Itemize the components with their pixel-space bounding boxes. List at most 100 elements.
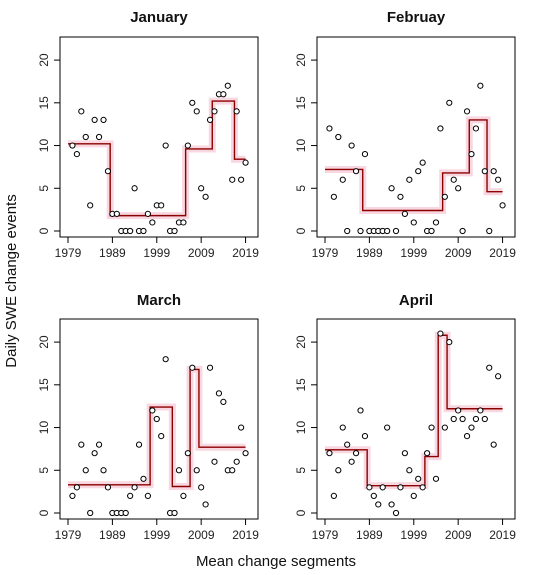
x-tick-label: 2019 xyxy=(232,246,259,260)
data-point xyxy=(437,330,444,337)
data-point xyxy=(490,441,497,448)
data-point xyxy=(392,509,400,517)
data-point xyxy=(357,407,364,414)
data-point xyxy=(468,424,475,431)
data-point xyxy=(220,91,227,98)
data-point xyxy=(423,450,431,457)
y-tick-label: 20 xyxy=(37,335,51,349)
data-point xyxy=(361,432,369,440)
data-point xyxy=(162,356,169,363)
data-point xyxy=(495,373,502,380)
data-point xyxy=(459,227,466,235)
data-point xyxy=(193,467,200,474)
data-point xyxy=(202,193,209,200)
x-tick-label: 2009 xyxy=(445,246,472,260)
data-point xyxy=(388,185,395,192)
data-point xyxy=(481,168,488,175)
y-tick-label: 0 xyxy=(37,227,51,234)
x-tick-label: 1999 xyxy=(143,528,170,542)
panel-april: April 0 5 10 15 20 1979 1989 1999 2009 2019 xyxy=(294,292,516,542)
plot-frame xyxy=(316,36,516,238)
data-point xyxy=(206,116,214,124)
x-tick-label: 2019 xyxy=(232,528,259,542)
data-point xyxy=(455,185,462,192)
data-point xyxy=(73,150,80,158)
data-point xyxy=(401,210,409,218)
data-point xyxy=(432,475,440,482)
data-point xyxy=(481,415,488,423)
data-point xyxy=(357,227,364,235)
data-point xyxy=(330,492,337,500)
data-point xyxy=(95,133,103,141)
segment-band xyxy=(325,116,503,214)
x-tick-label: 2009 xyxy=(188,246,215,260)
data-point xyxy=(384,424,391,431)
data-point xyxy=(206,364,214,371)
y-tick-label: 15 xyxy=(294,96,308,110)
data-point xyxy=(238,424,245,431)
data-point xyxy=(401,450,409,457)
data-point xyxy=(406,467,413,474)
segment-line xyxy=(68,100,246,217)
data-point xyxy=(149,407,156,414)
data-point xyxy=(446,338,453,346)
data-point xyxy=(352,450,360,457)
x-tick-label: 1989 xyxy=(99,528,126,542)
data-point xyxy=(330,193,337,200)
data-point xyxy=(344,227,351,235)
data-point xyxy=(450,176,457,183)
data-point xyxy=(91,450,98,457)
data-point xyxy=(184,142,191,149)
plot-frame xyxy=(59,36,259,238)
data-point xyxy=(335,467,342,474)
data-point xyxy=(370,492,377,500)
data-point xyxy=(419,159,426,166)
data-point xyxy=(472,125,480,132)
data-point xyxy=(446,99,453,106)
panel-title: April xyxy=(399,292,433,309)
data-point xyxy=(477,82,484,89)
x-tick-label: 2019 xyxy=(489,246,516,260)
data-point xyxy=(428,227,435,235)
data-point xyxy=(73,484,80,491)
y-tick-label: 5 xyxy=(294,467,308,474)
data-point xyxy=(82,133,89,141)
panel-title: Februay xyxy=(387,9,446,26)
plot-frame xyxy=(59,318,259,520)
y-tick-label: 10 xyxy=(37,139,51,153)
data-point xyxy=(472,415,480,423)
data-point xyxy=(140,475,147,482)
y-tick-label: 5 xyxy=(37,185,51,192)
data-point xyxy=(158,432,165,440)
data-point xyxy=(229,467,236,474)
data-point xyxy=(437,125,444,132)
data-point xyxy=(428,424,435,431)
data-point xyxy=(180,219,187,226)
data-point xyxy=(113,210,120,218)
x-tick-label: 1979 xyxy=(55,246,82,260)
data-point xyxy=(348,142,355,149)
data-point xyxy=(339,176,346,183)
y-tick-label: 20 xyxy=(294,335,308,349)
data-point xyxy=(87,509,94,517)
data-point xyxy=(419,484,426,491)
data-point xyxy=(144,492,152,500)
data-point xyxy=(450,415,457,423)
data-point xyxy=(477,407,484,414)
data-point xyxy=(339,424,346,431)
data-point xyxy=(215,390,223,397)
data-point xyxy=(202,501,209,508)
data-point xyxy=(495,176,502,183)
segment-line xyxy=(68,368,246,488)
data-point xyxy=(122,509,129,517)
data-point xyxy=(233,108,240,115)
data-point xyxy=(198,484,205,491)
x-tick-label: 1999 xyxy=(400,528,427,542)
y-tick-label: 5 xyxy=(37,467,51,474)
panel-march: March 0 5 10 15 20 1979 1989 1999 2009 2019 xyxy=(37,292,259,542)
y-tick-label: 15 xyxy=(294,378,308,392)
data-point xyxy=(455,407,462,414)
data-point xyxy=(131,484,138,491)
data-point xyxy=(104,168,112,175)
